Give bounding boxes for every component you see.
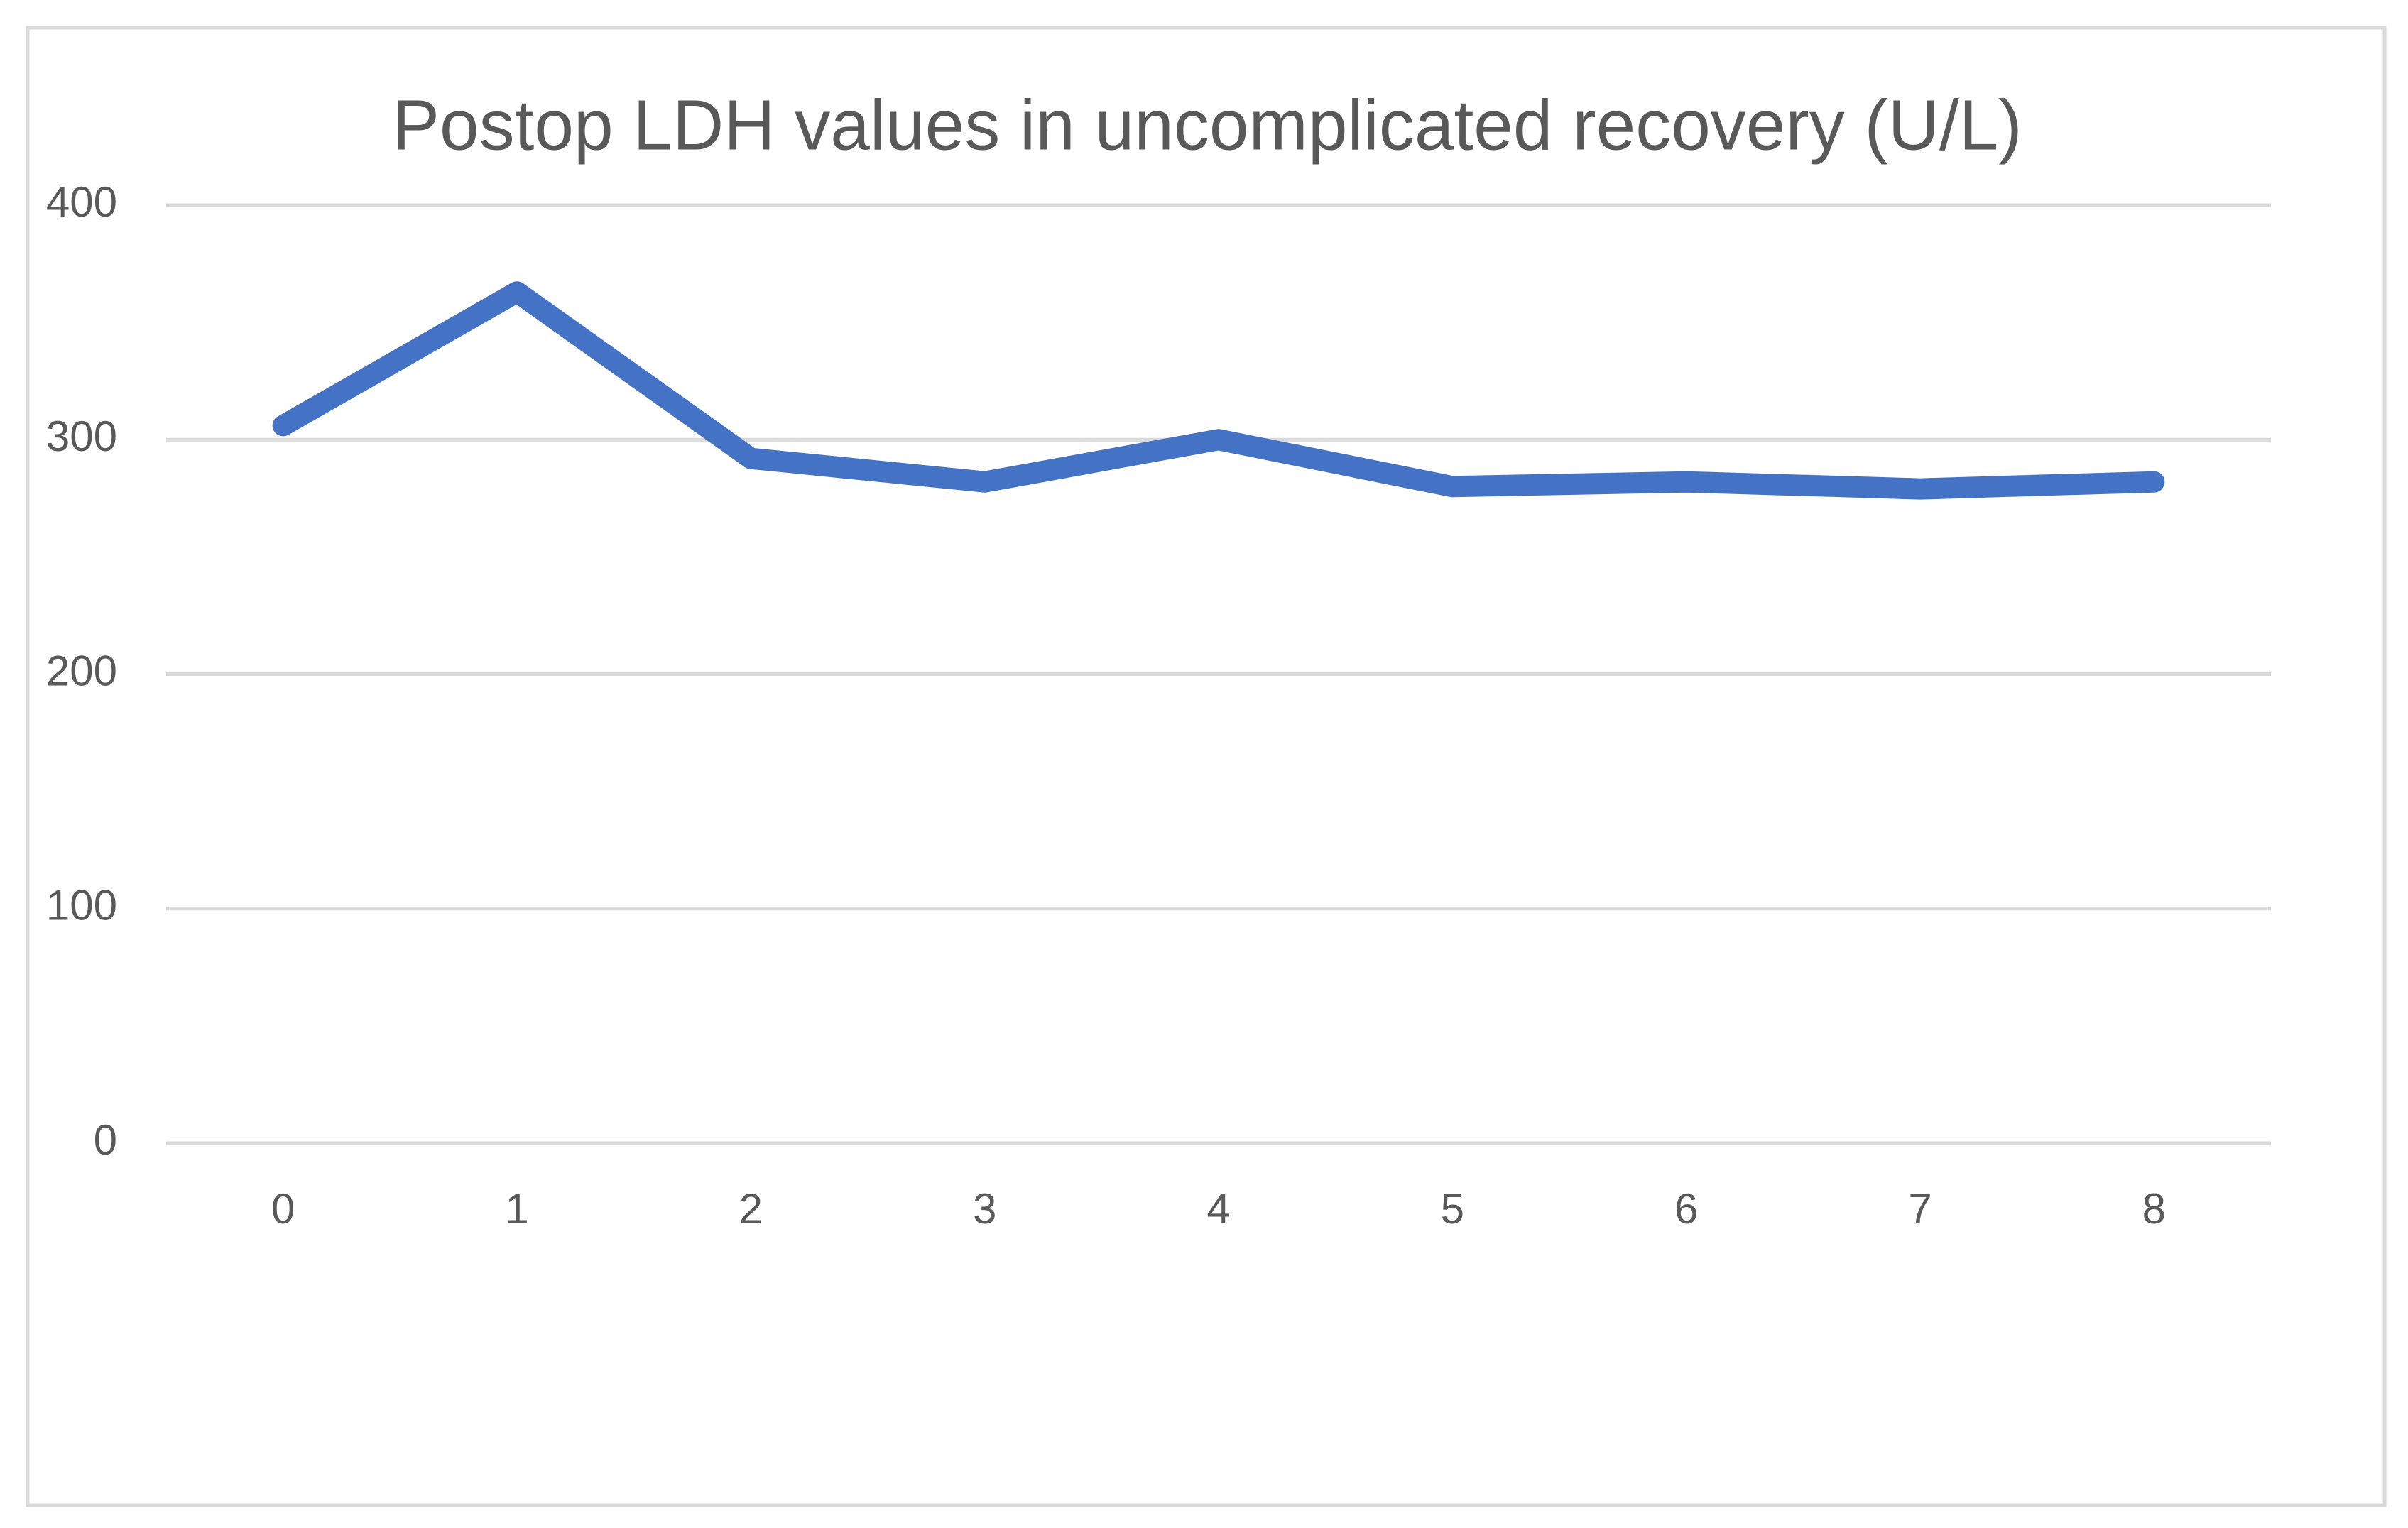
y-tick-label: 300 <box>46 413 117 460</box>
x-tick-label: 5 <box>1441 1185 1464 1233</box>
data-line <box>272 281 2165 500</box>
x-tick-label: 7 <box>1908 1185 1932 1233</box>
x-tick-label: 3 <box>973 1185 996 1233</box>
y-tick-label: 0 <box>94 1116 117 1164</box>
chart-border <box>26 26 2387 1507</box>
chart-title: Postop LDH values in uncomplicated recov… <box>392 85 2022 165</box>
y-tick-label: 100 <box>46 882 117 929</box>
x-tick-label: 6 <box>1674 1185 1698 1233</box>
y-tick-label: 400 <box>46 178 117 226</box>
x-tick-label: 0 <box>271 1185 295 1233</box>
x-tick-label: 4 <box>1206 1185 1230 1233</box>
y-tick-label: 200 <box>46 647 117 694</box>
x-tick-label: 2 <box>739 1185 763 1233</box>
x-tick-label: 8 <box>2142 1185 2166 1233</box>
x-tick-label: 1 <box>505 1185 528 1233</box>
